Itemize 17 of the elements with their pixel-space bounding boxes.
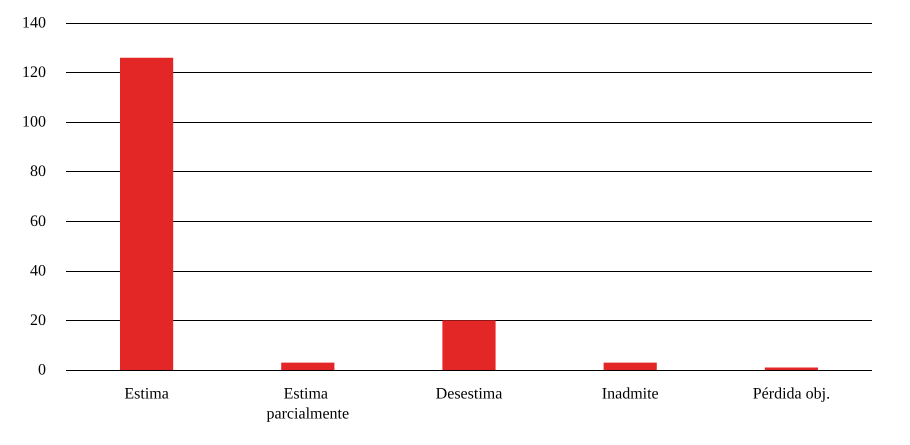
bar: [442, 320, 496, 370]
bar: [281, 362, 334, 370]
y-tick-label: 20: [30, 312, 46, 329]
x-tick-label: Inadmite: [602, 386, 659, 402]
y-tick-label: 40: [30, 262, 46, 280]
x-tick-label: Desestima: [436, 386, 502, 402]
y-tick-label: 80: [30, 163, 46, 180]
x-tick-label: Estima: [124, 386, 169, 402]
y-tick-label: 140: [22, 14, 46, 32]
x-tick-label: Pérdida obj.: [752, 386, 830, 402]
y-tick-label: 0: [38, 362, 46, 378]
y-tick-label: 100: [22, 114, 46, 131]
bar: [604, 362, 657, 370]
bar: [120, 58, 174, 370]
x-tick-label: Estima parcialmente: [266, 386, 350, 422]
y-tick-label: 120: [22, 64, 46, 82]
y-tick-label: 60: [30, 212, 46, 230]
